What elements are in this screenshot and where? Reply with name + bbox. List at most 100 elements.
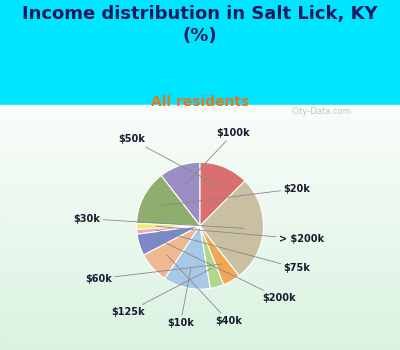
Bar — [0, 275, 400, 276]
Bar — [0, 348, 400, 350]
Wedge shape — [200, 226, 224, 288]
Bar — [0, 157, 400, 159]
Bar — [0, 293, 400, 294]
Bar — [0, 326, 400, 327]
Bar — [0, 206, 400, 208]
Bar — [0, 118, 400, 120]
Bar — [0, 247, 400, 249]
Bar — [0, 334, 400, 335]
Bar — [0, 193, 400, 195]
Bar — [0, 175, 400, 177]
Bar — [0, 126, 400, 128]
Bar — [0, 110, 400, 112]
Bar — [0, 316, 400, 317]
Bar — [0, 250, 400, 252]
Bar — [0, 226, 400, 228]
Bar — [0, 311, 400, 313]
Bar — [0, 183, 400, 185]
Wedge shape — [200, 181, 264, 276]
Bar — [0, 335, 400, 337]
Bar — [0, 149, 400, 151]
Bar — [0, 216, 400, 218]
Bar — [0, 255, 400, 257]
Bar — [0, 294, 400, 296]
Bar — [0, 117, 400, 118]
Bar — [0, 178, 400, 180]
Bar — [0, 260, 400, 262]
Bar — [0, 0, 400, 105]
Bar — [0, 144, 400, 146]
Bar — [0, 321, 400, 322]
Bar — [0, 314, 400, 316]
Bar — [0, 146, 400, 147]
Bar — [0, 200, 400, 201]
Bar — [0, 164, 400, 166]
Bar — [0, 196, 400, 198]
Bar — [0, 309, 400, 311]
Bar — [0, 252, 400, 254]
Bar — [0, 131, 400, 133]
Bar — [0, 156, 400, 157]
Text: City-Data.com: City-Data.com — [292, 107, 352, 116]
Bar — [0, 229, 400, 231]
Bar — [0, 141, 400, 142]
Bar — [0, 205, 400, 206]
Bar — [0, 289, 400, 291]
Bar — [0, 231, 400, 232]
Bar — [0, 198, 400, 200]
Bar — [0, 152, 400, 154]
Bar — [0, 296, 400, 298]
Bar — [0, 283, 400, 285]
Bar — [0, 232, 400, 234]
Bar — [0, 108, 400, 110]
Bar — [0, 254, 400, 255]
Text: $100k: $100k — [186, 128, 250, 184]
Bar — [0, 345, 400, 347]
Bar — [0, 343, 400, 345]
Wedge shape — [137, 226, 200, 234]
Wedge shape — [144, 226, 200, 279]
Bar — [0, 240, 400, 242]
Wedge shape — [200, 226, 239, 285]
Bar — [0, 128, 400, 130]
Bar — [0, 245, 400, 247]
Text: $125k: $125k — [111, 268, 212, 317]
Bar — [0, 244, 400, 245]
Bar — [0, 281, 400, 283]
Wedge shape — [137, 226, 200, 255]
Bar — [0, 276, 400, 278]
Bar — [0, 228, 400, 229]
Bar — [0, 151, 400, 152]
Bar — [0, 324, 400, 326]
Bar — [0, 265, 400, 267]
Bar — [0, 224, 400, 226]
Bar — [0, 237, 400, 239]
Bar — [0, 337, 400, 338]
Bar — [0, 169, 400, 170]
Text: $60k: $60k — [85, 264, 222, 284]
Wedge shape — [136, 175, 200, 226]
Bar — [0, 242, 400, 244]
Bar — [0, 301, 400, 303]
Bar — [0, 215, 400, 216]
Bar — [0, 213, 400, 215]
Text: $40k: $40k — [167, 255, 242, 326]
Bar — [0, 162, 400, 164]
Bar — [0, 317, 400, 319]
Bar — [0, 285, 400, 286]
Bar — [0, 218, 400, 219]
Text: Income distribution in Salt Lick, KY
(%): Income distribution in Salt Lick, KY (%) — [22, 5, 378, 46]
Bar — [0, 270, 400, 272]
Bar — [0, 299, 400, 301]
Bar — [0, 147, 400, 149]
Bar — [0, 125, 400, 126]
Bar — [0, 211, 400, 213]
Bar — [0, 286, 400, 288]
Text: > $200k: > $200k — [156, 226, 324, 244]
Bar — [0, 278, 400, 280]
Bar — [0, 236, 400, 237]
Bar — [0, 259, 400, 260]
Bar — [0, 107, 400, 108]
Bar — [0, 113, 400, 115]
Bar — [0, 262, 400, 264]
